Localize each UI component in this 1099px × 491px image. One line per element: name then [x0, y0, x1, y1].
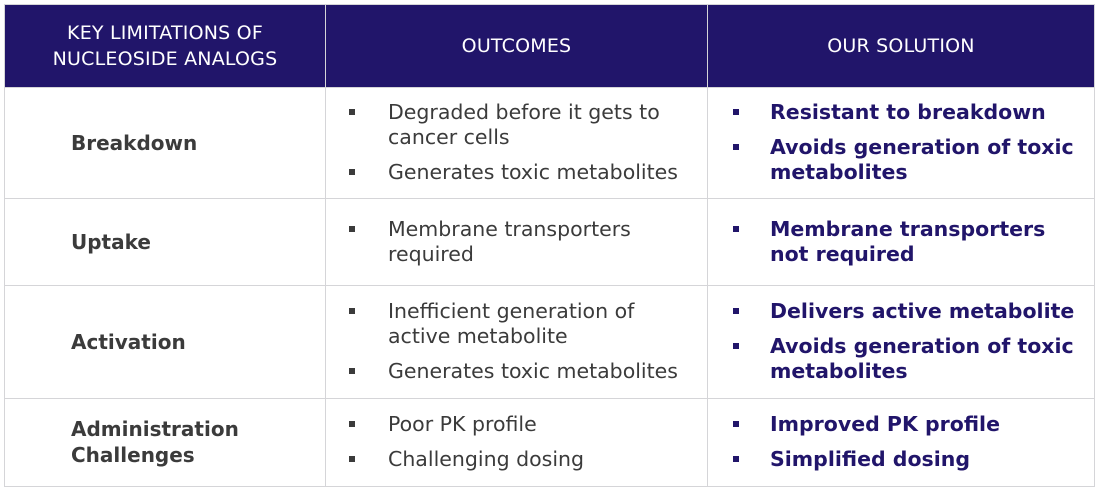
outcomes-cell-activation: Inefficient generation of active metabol…	[325, 284, 708, 399]
solutions-cell-uptake: Membrane transporters not required	[707, 197, 1095, 286]
row-label-activation: Activation	[4, 284, 326, 399]
outcome-item: Generates toxic metabolites	[326, 160, 697, 185]
header-key-limitations-line2: NUCLEOSIDE ANALOGS	[52, 48, 278, 70]
outcome-item: Inefficient generation of active metabol…	[326, 299, 697, 349]
solution-item: Improved PK profile	[708, 412, 1084, 437]
outcome-text: Membrane transporters required	[388, 216, 631, 266]
solution-item: Delivers active metabolite	[708, 299, 1084, 324]
outcome-text: Degraded before it gets to cancer cells	[388, 100, 660, 150]
outcome-text: Inefficient generation of active metabol…	[388, 299, 635, 349]
outcome-item: Challenging dosing	[326, 447, 697, 472]
outcomes-cell-breakdown: Degraded before it gets to cancer cells …	[325, 87, 708, 199]
outcome-item: Generates toxic metabolites	[326, 359, 697, 384]
outcome-text: Poor PK profile	[388, 412, 537, 437]
bullet-square-icon	[349, 109, 355, 116]
solution-text: Avoids generation of toxic metabolites	[770, 334, 1074, 384]
bullet-square-icon	[349, 421, 355, 428]
solutions-cell-activation: Delivers active metabolite Avoids genera…	[707, 284, 1095, 399]
table-row-breakdown: Breakdown Degraded before it gets to can…	[4, 87, 1095, 199]
solution-text: Avoids generation of toxic metabolites	[770, 135, 1074, 185]
bullet-square-icon	[733, 343, 739, 350]
table-row-activation: Activation Inefficient generation of act…	[4, 284, 1095, 399]
header-our-solution: OUR SOLUTION	[707, 4, 1095, 88]
solution-text: Simplified dosing	[770, 447, 971, 472]
solutions-cell-administration: Improved PK profile Simplified dosing	[707, 397, 1095, 488]
bullet-square-icon	[733, 308, 739, 315]
bullet-square-icon	[349, 169, 355, 176]
bullet-square-icon	[349, 368, 355, 375]
bullet-square-icon	[733, 421, 739, 428]
header-key-limitations: KEY LIMITATIONS OF NUCLEOSIDE ANALOGS	[4, 4, 326, 88]
solution-item: Avoids generation of toxic metabolites	[708, 135, 1084, 185]
solution-text: Resistant to breakdown	[770, 100, 1046, 125]
bullet-square-icon	[349, 225, 355, 232]
bullet-square-icon	[349, 456, 355, 463]
header-row: KEY LIMITATIONS OF NUCLEOSIDE ANALOGS OU…	[4, 4, 1095, 88]
outcome-item: Degraded before it gets to cancer cells	[326, 100, 697, 150]
solution-item: Resistant to breakdown	[708, 100, 1084, 125]
row-label-breakdown: Breakdown	[4, 87, 326, 199]
row-label-uptake: Uptake	[4, 197, 326, 286]
solution-item: Membrane transporters not required	[708, 217, 1084, 267]
solution-text: Delivers active metabolite	[770, 299, 1075, 324]
bullet-square-icon	[349, 308, 355, 315]
outcomes-cell-uptake: Membrane transporters required	[325, 197, 708, 286]
bullet-square-icon	[733, 225, 739, 232]
row-label-line2: Challenges	[71, 443, 195, 468]
outcome-text: Generates toxic metabolites	[388, 160, 678, 185]
outcome-item: Membrane transporters required	[326, 217, 697, 267]
row-label-line1: Administration	[71, 417, 239, 442]
bullet-square-icon	[733, 456, 739, 463]
solutions-cell-breakdown: Resistant to breakdown Avoids generation…	[707, 87, 1095, 199]
limitations-table: KEY LIMITATIONS OF NUCLEOSIDE ANALOGS OU…	[4, 4, 1095, 488]
bullet-square-icon	[733, 144, 739, 151]
header-outcomes: OUTCOMES	[325, 4, 708, 88]
outcome-text: Challenging dosing	[388, 447, 585, 472]
table-row-administration: Administration Challenges Poor PK profil…	[4, 397, 1095, 488]
table-row-uptake: Uptake Membrane transporters required Me…	[4, 197, 1095, 286]
solution-text: Membrane transporters not required	[770, 216, 1046, 266]
outcomes-cell-administration: Poor PK profile Challenging dosing	[325, 397, 708, 488]
bullet-square-icon	[733, 109, 739, 116]
outcome-text: Generates toxic metabolites	[388, 359, 678, 384]
header-key-limitations-line1: KEY LIMITATIONS OF	[67, 22, 263, 44]
row-label-administration-challenges: Administration Challenges	[4, 397, 326, 488]
solution-item: Avoids generation of toxic metabolites	[708, 334, 1084, 384]
solution-text: Improved PK profile	[770, 412, 1000, 437]
outcome-item: Poor PK profile	[326, 412, 697, 437]
solution-item: Simplified dosing	[708, 447, 1084, 472]
